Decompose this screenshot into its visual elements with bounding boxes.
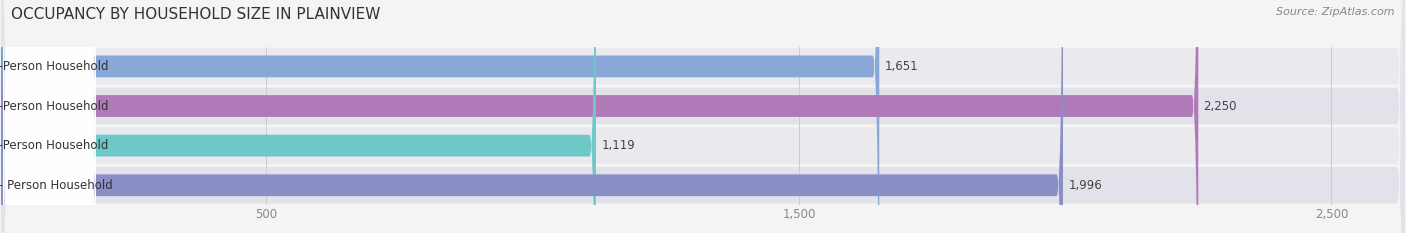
Text: 1,651: 1,651 <box>884 60 918 73</box>
Text: 2,250: 2,250 <box>1204 99 1237 113</box>
FancyBboxPatch shape <box>3 0 96 233</box>
Text: OCCUPANCY BY HOUSEHOLD SIZE IN PLAINVIEW: OCCUPANCY BY HOUSEHOLD SIZE IN PLAINVIEW <box>11 7 381 22</box>
FancyBboxPatch shape <box>3 0 96 233</box>
FancyBboxPatch shape <box>1 0 596 233</box>
FancyBboxPatch shape <box>1 0 1198 233</box>
FancyBboxPatch shape <box>1 0 879 233</box>
Text: 2-Person Household: 2-Person Household <box>0 99 108 113</box>
FancyBboxPatch shape <box>3 0 96 233</box>
Text: 1-Person Household: 1-Person Household <box>0 60 108 73</box>
FancyBboxPatch shape <box>1 0 1063 233</box>
Text: 1,119: 1,119 <box>602 139 636 152</box>
Text: 1,996: 1,996 <box>1069 179 1102 192</box>
Text: 3-Person Household: 3-Person Household <box>0 139 108 152</box>
FancyBboxPatch shape <box>3 0 96 233</box>
Text: Source: ZipAtlas.com: Source: ZipAtlas.com <box>1277 7 1395 17</box>
Text: 4+ Person Household: 4+ Person Household <box>0 179 112 192</box>
